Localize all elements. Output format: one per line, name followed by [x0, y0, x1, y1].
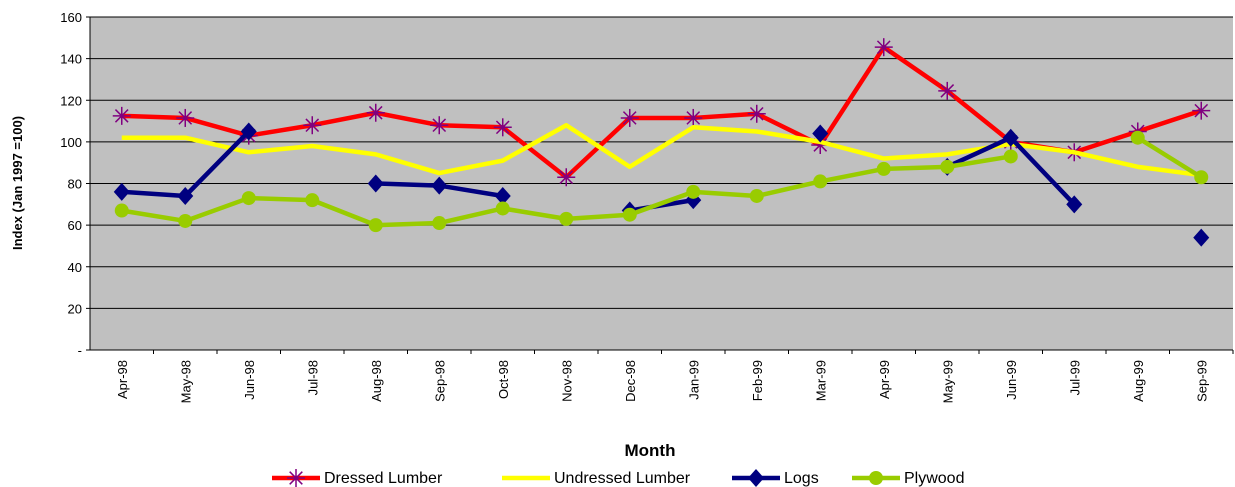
data-point [430, 116, 449, 135]
data-point [240, 122, 257, 141]
marker-stroke [432, 118, 447, 133]
data-point [557, 168, 576, 187]
y-tick-label: 140 [60, 52, 82, 67]
data-point [1192, 101, 1211, 120]
x-tick-label: Oct-98 [496, 360, 511, 399]
y-tick-label: 120 [60, 93, 82, 108]
y-tick-label: 100 [60, 135, 82, 150]
data-point [368, 218, 383, 233]
marker-stroke [368, 105, 383, 120]
data-point [749, 188, 764, 203]
data-point [620, 108, 639, 127]
data-point [112, 106, 131, 125]
marker-stroke [114, 109, 129, 123]
legend-item: Plywood [852, 470, 964, 487]
legend-label: Dressed Lumber [324, 470, 443, 487]
x-axis-title: Month [625, 441, 676, 460]
data-point [747, 104, 766, 123]
data-point [305, 193, 320, 208]
data-point [622, 207, 637, 222]
legend-marker [748, 469, 764, 487]
marker-stroke [289, 471, 303, 485]
data-point [1194, 170, 1209, 185]
y-tick-label: 160 [60, 10, 82, 25]
x-tick-label: Jun-98 [242, 360, 257, 400]
data-point [114, 203, 129, 218]
data-point [431, 176, 448, 195]
data-point [494, 186, 511, 205]
legend-marker-shape [287, 469, 305, 487]
marker-stroke [686, 111, 701, 125]
x-tick-label: Jul-99 [1067, 360, 1082, 395]
x-tick-label: May-98 [178, 360, 193, 403]
x-tick-label: Mar-99 [813, 360, 828, 401]
data-point [1066, 195, 1083, 214]
data-point [177, 186, 194, 205]
x-tick-label: Feb-99 [750, 360, 765, 401]
data-point [1193, 228, 1210, 247]
data-point [367, 174, 384, 193]
marker-stroke [305, 118, 320, 133]
x-tick-label: Jul-98 [305, 360, 320, 395]
x-tick-label: Nov-98 [559, 360, 574, 402]
y-tick-label: 40 [68, 260, 82, 275]
data-point [684, 108, 703, 127]
data-point [874, 38, 893, 57]
data-point [559, 211, 574, 226]
legend-label: Undressed Lumber [554, 470, 691, 487]
data-point [686, 184, 701, 199]
data-point [432, 216, 447, 231]
y-tick-label: - [78, 343, 82, 358]
y-tick-label: 20 [68, 301, 82, 316]
x-tick-label: May-99 [940, 360, 955, 403]
legend-item: Logs [732, 469, 819, 487]
legend-marker [287, 469, 305, 487]
x-tick-label: Sep-98 [432, 360, 447, 402]
x-tick-label: Sep-99 [1194, 360, 1209, 402]
marker-stroke [940, 84, 955, 98]
legend-label: Plywood [904, 470, 964, 487]
series-line [121, 122, 1202, 178]
marker-stroke [559, 170, 574, 185]
data-point [812, 124, 829, 143]
marker-stroke [622, 111, 637, 125]
marker-stroke [749, 106, 764, 121]
x-tick-label: Aug-98 [369, 360, 384, 402]
data-point [366, 103, 385, 122]
x-tick-label: Apr-99 [877, 360, 892, 399]
x-tick-label: Jun-99 [1004, 360, 1019, 400]
marker-stroke [1194, 103, 1209, 118]
legend-item: Dressed Lumber [272, 469, 443, 487]
marker-stroke [178, 111, 193, 125]
marker-stroke [495, 120, 510, 135]
data-point [113, 182, 130, 201]
legend-marker-shape [748, 469, 764, 487]
legend-item: Undressed Lumber [502, 470, 691, 487]
data-point [940, 159, 955, 174]
data-point [1002, 128, 1019, 147]
data-point [303, 116, 322, 135]
data-point [241, 191, 256, 206]
x-tick-label: Apr-98 [115, 360, 130, 399]
legend-marker [869, 471, 883, 485]
legend-label: Logs [784, 470, 819, 487]
x-tick-label: Jan-99 [686, 360, 701, 400]
data-point [176, 108, 195, 127]
y-tick-label: 80 [68, 177, 82, 192]
data-point [1003, 149, 1018, 164]
data-point [813, 174, 828, 189]
legend-marker-shape [869, 471, 883, 485]
x-tick-label: Dec-98 [623, 360, 638, 402]
data-point [493, 118, 512, 137]
y-tick-label: 60 [68, 218, 82, 233]
data-point [938, 81, 957, 100]
data-point [876, 161, 891, 176]
x-tick-label: Aug-99 [1131, 360, 1146, 402]
data-point [178, 213, 193, 228]
marker-stroke [876, 40, 891, 55]
data-point [1130, 130, 1145, 145]
data-point [495, 201, 510, 216]
y-axis-title: Index (Jan 1997 =100) [10, 116, 25, 250]
